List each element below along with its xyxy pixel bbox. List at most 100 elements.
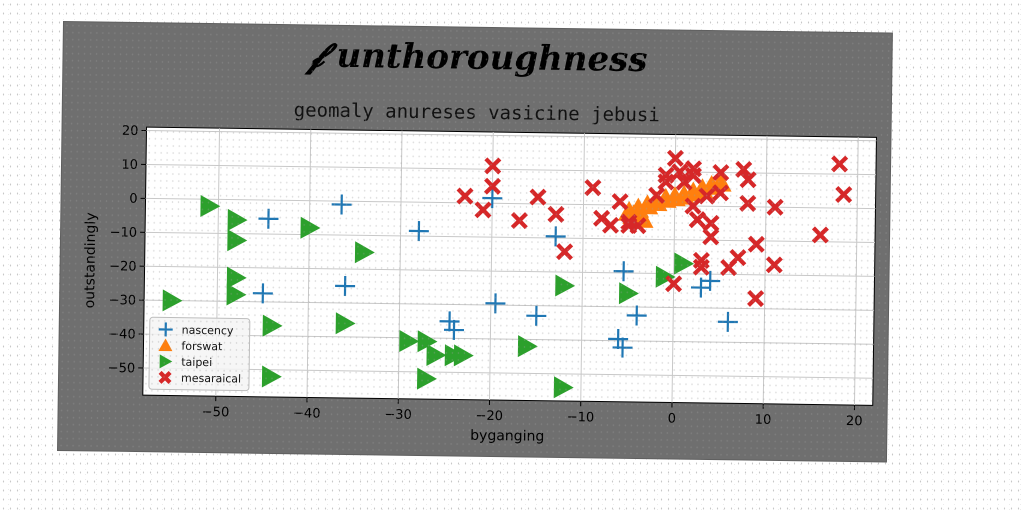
point-taipei <box>555 274 576 297</box>
point-nascency <box>626 305 647 326</box>
point-mesaraical <box>692 258 710 276</box>
point-taipei <box>200 194 221 217</box>
point-nascency <box>700 270 721 291</box>
point-mesaraical <box>657 166 675 184</box>
x-tick-label: 0 <box>668 411 676 426</box>
point-mesaraical <box>811 226 829 244</box>
point-mesaraical <box>474 201 492 219</box>
point-mesaraical <box>547 205 565 223</box>
point-taipei <box>162 289 183 312</box>
x-tick-label: 10 <box>755 413 772 428</box>
point-nascency <box>258 208 279 229</box>
point-mesaraical <box>739 194 757 212</box>
point-taipei <box>300 216 321 239</box>
x-axis-label: byganging <box>470 428 544 445</box>
point-nascency <box>717 311 738 332</box>
point-mesaraical <box>666 149 684 167</box>
y-tick-label: 0 <box>129 192 137 207</box>
point-mesaraical <box>831 155 849 173</box>
point-taipei <box>517 335 538 358</box>
point-mesaraical <box>729 248 747 267</box>
point-mesaraical <box>688 211 706 229</box>
legend-label-nascency: nascency <box>182 324 234 338</box>
point-mesaraical <box>584 179 602 197</box>
y-tick-label: −10 <box>110 225 138 240</box>
point-mesaraical <box>766 198 784 216</box>
point-taipei <box>416 367 437 390</box>
point-nascency <box>335 275 356 297</box>
point-mesaraical <box>702 228 720 246</box>
y-tick-label: 20 <box>122 124 139 139</box>
point-mesaraical <box>611 193 629 211</box>
point-mesaraical <box>484 157 502 175</box>
figure-panel: 𝓯 unthoroughness geomaly anureses vasici… <box>58 22 892 462</box>
point-taipei <box>417 330 438 353</box>
y-axis-label: outstandingly <box>82 212 99 308</box>
legend-marker-nascency <box>158 322 173 337</box>
x-tick-label: 20 <box>846 414 863 429</box>
point-mesaraical <box>739 171 757 189</box>
legend-marker-forswat <box>158 338 173 352</box>
x-tick-label: −40 <box>293 406 321 421</box>
x-gridline <box>853 137 859 406</box>
x-tick-label: −30 <box>384 408 412 423</box>
y-gridline <box>146 130 877 142</box>
point-taipei <box>226 266 247 289</box>
point-mesaraical <box>684 197 702 215</box>
point-nascency <box>443 319 465 340</box>
x-tick-label: −20 <box>475 409 503 424</box>
point-mesaraical <box>747 235 765 253</box>
point-taipei <box>399 330 420 353</box>
point-nascency <box>485 293 506 314</box>
legend-box <box>148 316 251 392</box>
point-mesaraical <box>702 214 720 232</box>
legend-label-forswat: forswat <box>181 340 223 354</box>
legend-label-taipei: taipei <box>181 356 212 369</box>
point-mesaraical <box>712 163 730 182</box>
point-mesaraical <box>648 186 666 204</box>
x-gridline <box>580 133 585 402</box>
y-tick-label: −40 <box>108 327 136 342</box>
point-mesaraical <box>529 188 547 206</box>
point-mesaraical <box>556 243 574 261</box>
point-mesaraical <box>747 289 765 308</box>
point-taipei <box>553 376 574 399</box>
y-tick-label: −30 <box>109 293 137 308</box>
point-taipei <box>655 265 676 288</box>
point-mesaraical <box>735 160 753 178</box>
point-taipei <box>261 365 282 388</box>
y-tick-label: −20 <box>109 259 137 274</box>
point-mesaraical <box>684 166 702 185</box>
point-taipei <box>618 282 639 305</box>
point-mesaraical <box>483 177 502 195</box>
point-taipei <box>227 208 248 231</box>
point-mesaraical <box>765 256 783 274</box>
point-nascency <box>613 261 634 282</box>
x-gridline <box>489 131 494 400</box>
point-mesaraical <box>510 212 528 230</box>
point-nascency <box>526 305 547 326</box>
point-nascency <box>439 311 460 332</box>
point-taipei <box>354 241 375 264</box>
point-nascency <box>331 194 352 215</box>
point-nascency <box>408 221 429 242</box>
point-nascency <box>612 337 633 358</box>
point-taipei <box>674 252 695 275</box>
point-mesaraical <box>698 187 716 205</box>
y-tick-label: −50 <box>108 361 136 376</box>
legend-marker-taipei <box>159 354 173 369</box>
point-mesaraical <box>456 187 474 205</box>
point-mesaraical <box>602 216 620 234</box>
x-gridline <box>397 130 403 399</box>
point-taipei <box>262 314 283 337</box>
point-mesaraical <box>671 163 689 181</box>
y-gridline <box>143 333 874 345</box>
legend-marker-mesaraical <box>158 370 172 384</box>
point-mesaraical <box>711 184 730 202</box>
scatter-plot: −50 −40 −30 −20 −10 0 10 20 −50 −40 −30 −20 −10 0 10 20… <box>82 124 877 445</box>
x-gridline <box>306 129 312 398</box>
y-gridline <box>144 299 875 311</box>
point-mesaraical <box>620 213 638 231</box>
point-mesaraical <box>629 217 647 235</box>
y-tick-label: 10 <box>121 158 138 173</box>
